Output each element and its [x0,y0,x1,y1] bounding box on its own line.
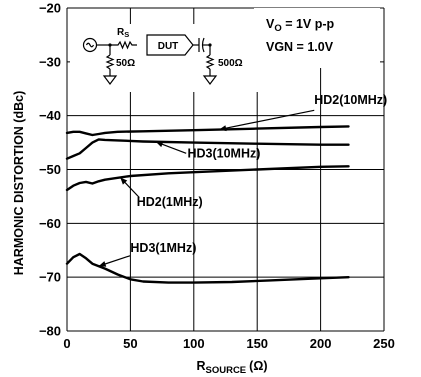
x-axis-label-sub: SOURCE [206,365,247,376]
x-axis-label: RSOURCE (Ω) [196,359,267,376]
rs-label: RS [117,27,129,39]
ground-icon-1 [102,75,118,85]
y-tick-label: −50 [39,162,61,177]
series-line [65,125,350,137]
resistor-rs-icon [110,40,137,50]
y-tick-label: −60 [39,216,61,231]
condition-vo: VO = 1V p-p [266,17,335,34]
annotation-arrow [219,109,315,131]
resistor-500-label: 500Ω [218,58,243,69]
x-tick-label: 100 [183,336,205,351]
annotation-label: HD2(10MHz) [314,93,387,107]
x-axis-label-unit: (Ω) [249,359,267,373]
resistor-50-label: 50Ω [116,58,135,69]
series-line [65,252,350,284]
x-axis-label-main: R [196,359,205,373]
curve-annotations: HD2(10MHz) HD3(10MHz) HD2(1MHz) HD3(1MHz) [98,93,387,267]
resistor-500-icon [205,54,215,70]
annotation-arrowhead [98,261,107,267]
x-tick-label: 250 [373,336,395,351]
y-axis-label: HARMONIC DISTORTION (dBc) [12,91,26,276]
y-tick-label: −80 [39,324,61,339]
y-tick-label: −30 [39,54,61,69]
y-tick-label: −40 [39,108,61,123]
test-conditions-box: VO = 1V p-p VGN = 1.0V [254,8,380,68]
dut-block [146,34,194,56]
annotation-arrowhead [155,141,164,148]
y-tick-label: −70 [39,270,61,285]
dut-label: DUT [158,41,179,52]
annotation-arrowhead [219,125,227,132]
annotation-label: HD3(1MHz) [130,241,196,255]
x-tick-label: 50 [123,336,137,351]
series-line [65,138,350,160]
y-tick-label: −20 [39,1,61,16]
series-line [65,165,350,192]
annotation-label: HD2(1MHz) [137,195,203,209]
x-tick-label: 0 [63,336,70,351]
x-tick-label: 150 [246,336,268,351]
data-curves [65,125,350,284]
resistor-50-icon [105,54,115,70]
x-tick-label: 200 [310,336,332,351]
ground-icon-2 [202,75,218,85]
test-circuit-schematic: 50Ω RS DUT 500Ω [70,24,260,92]
condition-vgn: VGN = 1.0V [266,40,334,54]
annotation-label: HD3(10MHz) [187,147,260,161]
annotation-arrowhead [120,177,128,185]
tick-labels: −20 −30 −40 −50 −60 −70 −800 50 100 150 200 250 [39,1,395,352]
